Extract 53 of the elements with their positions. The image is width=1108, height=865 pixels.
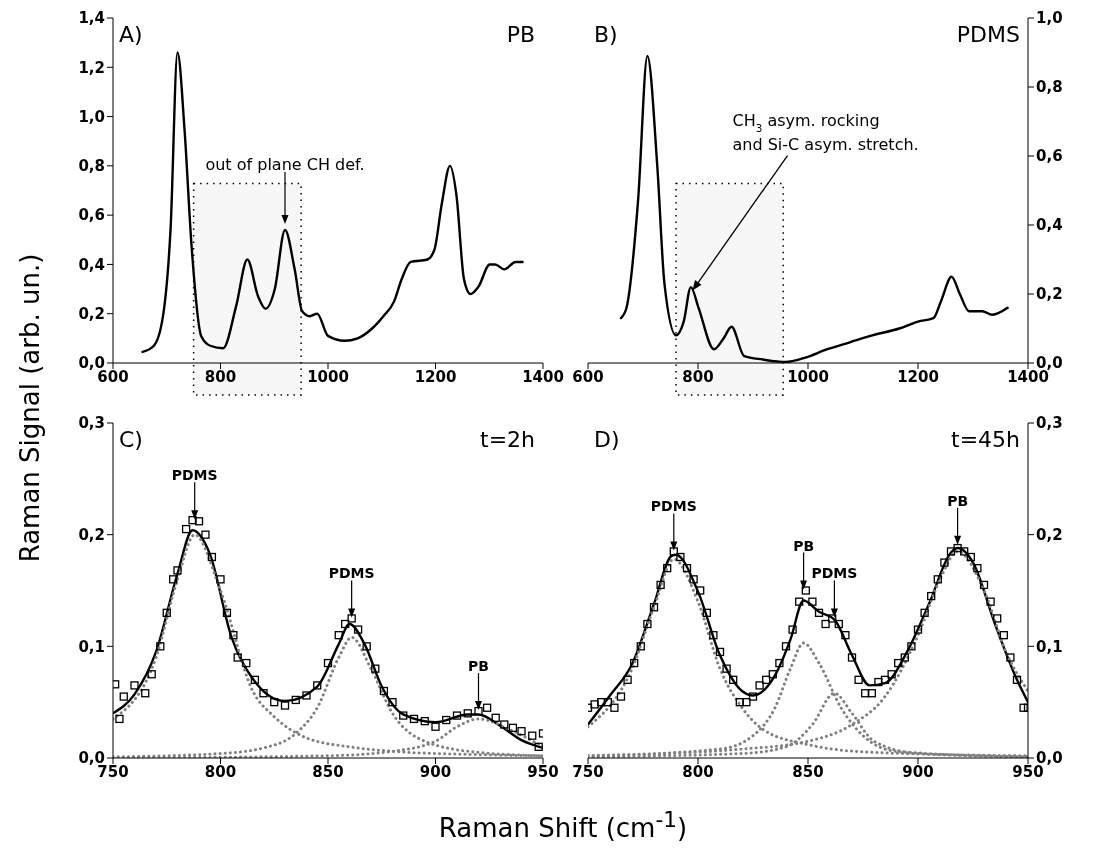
x-tick-label: 1200 bbox=[414, 367, 457, 386]
annotation: PB bbox=[947, 492, 969, 509]
y-tick-label: 1,0 bbox=[1036, 9, 1063, 28]
x-tick-label: 850 bbox=[312, 762, 344, 781]
x-tick-label: 600 bbox=[572, 367, 604, 386]
annotation: PDMS bbox=[956, 22, 1020, 47]
annotation: out of plane CH def. bbox=[205, 155, 365, 174]
y-tick-label: 1,2 bbox=[78, 58, 105, 77]
x-tick-label: 850 bbox=[792, 762, 824, 781]
annotation: D) bbox=[594, 427, 620, 452]
y-tick-label: 1,0 bbox=[78, 107, 105, 126]
annotation: C) bbox=[119, 427, 143, 452]
x-tick-label: 900 bbox=[902, 762, 934, 781]
x-tick-label: 800 bbox=[204, 367, 237, 386]
annotation: PDMS bbox=[811, 565, 858, 582]
annotation: t=2h bbox=[480, 427, 535, 452]
x-tick-label: 800 bbox=[682, 762, 714, 781]
y-tick-label: 1,4 bbox=[78, 9, 105, 28]
x-axis-title: Raman Shift (cm$^{-1}$) bbox=[438, 807, 688, 843]
x-tick-label: 1400 bbox=[522, 367, 564, 386]
y-tick-label: 0,1 bbox=[1036, 637, 1063, 656]
y-tick-label: 0,3 bbox=[78, 414, 105, 433]
y-tick-label: 0,4 bbox=[1036, 216, 1063, 235]
x-tick-label: 1200 bbox=[897, 367, 939, 386]
y-axis-title: Raman Signal (arb. un.) bbox=[15, 253, 45, 563]
y-tick-label: 0,8 bbox=[78, 157, 105, 176]
annotation: PDMS bbox=[650, 498, 697, 515]
annotation: A) bbox=[119, 22, 143, 47]
y-tick-label: 0,2 bbox=[1036, 525, 1063, 544]
x-tick-label: 950 bbox=[527, 762, 559, 781]
x-tick-label: 750 bbox=[572, 762, 604, 781]
y-tick-label: 0,6 bbox=[78, 206, 105, 225]
x-tick-label: 800 bbox=[204, 762, 237, 781]
y-tick-label: 0,6 bbox=[1036, 147, 1063, 166]
y-tick-label: 0,1 bbox=[78, 637, 105, 656]
annotation: PDMS bbox=[171, 467, 218, 484]
annotation: PB bbox=[506, 22, 535, 47]
y-tick-label: 0,2 bbox=[1036, 285, 1063, 304]
y-tick-label: 0,8 bbox=[1036, 78, 1063, 97]
y-tick-label: 0,3 bbox=[1036, 414, 1063, 433]
x-tick-label: 900 bbox=[419, 762, 452, 781]
annotation: PDMS bbox=[328, 565, 375, 582]
annotation: CH$_{3}$ asym. rocking and Si-C asym. stretch. bbox=[732, 110, 919, 154]
x-tick-label: 800 bbox=[682, 367, 714, 386]
y-tick-label: 0,4 bbox=[78, 255, 105, 274]
x-tick-label: 1000 bbox=[307, 367, 349, 386]
annotation: t=45h bbox=[951, 427, 1020, 452]
annotation: PB bbox=[793, 537, 815, 554]
annotation: PB bbox=[468, 658, 489, 675]
annotation: B) bbox=[594, 22, 618, 47]
x-tick-label: 1000 bbox=[787, 367, 829, 386]
y-tick-label: 0,2 bbox=[78, 305, 105, 324]
y-tick-label: 0,2 bbox=[78, 525, 105, 544]
